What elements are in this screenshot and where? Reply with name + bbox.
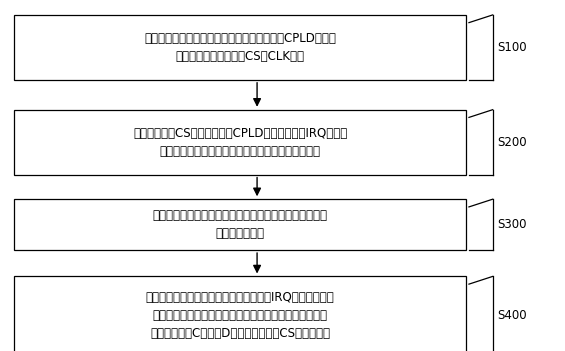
Text: S400: S400 <box>497 309 527 323</box>
FancyBboxPatch shape <box>14 199 466 250</box>
Text: S200: S200 <box>497 135 527 149</box>
FancyBboxPatch shape <box>14 277 466 351</box>
Text: 当主控器访问串行外设接口主机设备时，所述CPLD检测串
行外设接口主机设备的CS和CLK信号: 当主控器访问串行外设接口主机设备时，所述CPLD检测串 行外设接口主机设备的CS… <box>144 32 336 63</box>
Text: S100: S100 <box>497 41 527 54</box>
Text: 在每次检测到上升沿时，将待发送数据逐一发送至串行外
设接口主机设备: 在每次检测到上升沿时，将待发送数据逐一发送至串行外 设接口主机设备 <box>153 209 328 240</box>
Text: S300: S300 <box>497 218 527 231</box>
Text: 当待发送数据发送完毕后，向主控器发送IRQ中断信号，以
驱动所述主控器将下一个待发送数据写入发送寄存器，并
重复上述步骤C和步骤D直至检测到所述CS信号为无效: 当待发送数据发送完毕后，向主控器发送IRQ中断信号，以 驱动所述主控器将下一个待… <box>146 291 334 340</box>
Text: 待检测到所述CS信号有效时，CPLD向主控器发送IRQ中断信
号，以驱动所述主控器将待发送数据写入发送寄存器: 待检测到所述CS信号有效时，CPLD向主控器发送IRQ中断信 号，以驱动所述主控… <box>133 127 347 158</box>
FancyBboxPatch shape <box>14 15 466 80</box>
FancyBboxPatch shape <box>14 110 466 175</box>
